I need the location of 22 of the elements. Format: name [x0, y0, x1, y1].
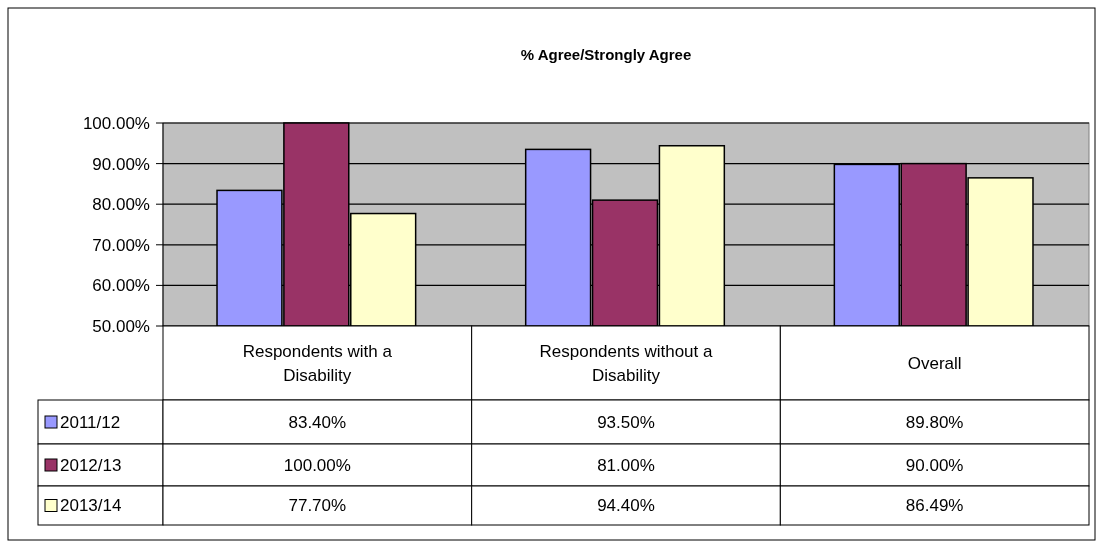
- data-label: 89.80%: [905, 412, 964, 432]
- data-label: 93.50%: [597, 412, 655, 432]
- y-tick-label: 100.00%: [82, 113, 150, 133]
- x-tick-label: Respondents without a Disability: [539, 341, 714, 385]
- legend-label: 2012/13: [60, 455, 122, 475]
- data-label: 77.70%: [288, 496, 347, 516]
- y-tick-label: 80.00%: [92, 195, 150, 215]
- data-label: 100.00%: [283, 455, 351, 475]
- legend-label: 2011/12: [60, 412, 121, 432]
- data-label: 90.00%: [905, 455, 964, 475]
- data-label: 94.40%: [597, 496, 655, 516]
- y-tick-label: 60.00%: [92, 276, 150, 296]
- data-label: 86.49%: [905, 496, 964, 516]
- x-tick-label: Respondents with a Disability: [242, 341, 393, 385]
- y-tick-label: 90.00%: [92, 154, 150, 174]
- chart-title: % Agree/Strongly Agree: [520, 46, 692, 63]
- legend-label: 2013/14: [60, 496, 122, 516]
- y-tick-label: 50.00%: [92, 316, 150, 336]
- y-tick-label: 70.00%: [92, 235, 150, 255]
- data-label: 83.40%: [288, 412, 347, 432]
- data-label: 81.00%: [597, 455, 655, 475]
- x-tick-label: Overall: [907, 353, 962, 373]
